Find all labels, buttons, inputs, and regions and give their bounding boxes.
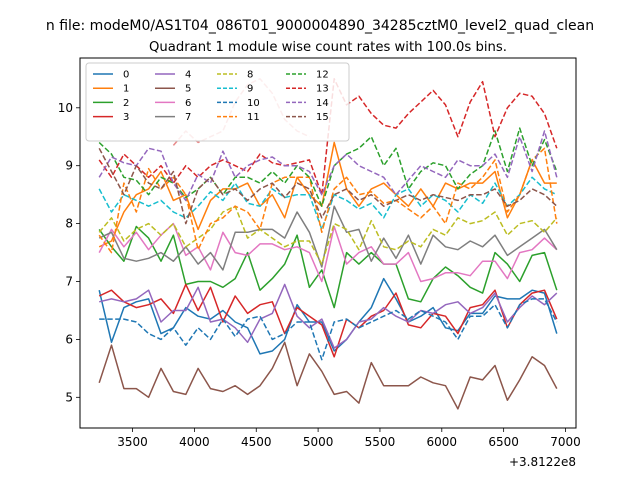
y-tick-label: 8 xyxy=(65,217,73,231)
y-tick-label: 7 xyxy=(65,275,73,289)
legend-label-15: 15 xyxy=(316,112,329,123)
x-tick-label: 6500 xyxy=(488,435,519,449)
x-offset-label: +3.8122e8 xyxy=(509,455,576,469)
legend-label-4: 4 xyxy=(185,70,191,81)
series-line-1 xyxy=(98,141,557,248)
legend-label-12: 12 xyxy=(316,70,329,81)
legend-label-5: 5 xyxy=(185,84,191,95)
x-tick-label: 7000 xyxy=(550,435,581,449)
legend-label-10: 10 xyxy=(247,98,260,109)
x-tick-label: 5500 xyxy=(365,435,396,449)
y-tick-label: 10 xyxy=(58,101,73,115)
legend-label-1: 1 xyxy=(123,84,129,95)
series-line-7 xyxy=(98,205,558,271)
legend-label-0: 0 xyxy=(123,70,129,81)
figure-suptitle: n file: modeM0/AS1T04_086T01_9000004890_… xyxy=(46,18,594,34)
series-line-2 xyxy=(98,225,558,309)
series-line-0 xyxy=(98,277,558,355)
chart-title: Quadrant 1 module wise count rates with … xyxy=(149,40,507,55)
axes-frame xyxy=(79,57,577,429)
legend-label-6: 6 xyxy=(185,98,191,109)
legend-label-9: 9 xyxy=(247,84,253,95)
series-line-14 xyxy=(98,130,558,202)
y-tick-label: 9 xyxy=(65,159,73,173)
legend-label-13: 13 xyxy=(316,84,329,95)
x-tick-label: 4000 xyxy=(179,435,210,449)
x-tick-label: 3500 xyxy=(117,435,148,449)
legend-label-3: 3 xyxy=(123,112,129,123)
series-lines xyxy=(98,78,558,410)
y-tick-label: 6 xyxy=(65,332,73,346)
x-ticks: 3500 4000 4500 5000 5500 6000 6500 7000 xyxy=(117,428,581,449)
legend-label-7: 7 xyxy=(185,112,191,123)
series-line-8 xyxy=(98,205,558,265)
x-tick-label: 4500 xyxy=(241,435,272,449)
y-ticks: 5 6 7 8 9 10 xyxy=(58,101,80,404)
y-tick-label: 5 xyxy=(65,390,73,404)
x-tick-label: 6000 xyxy=(427,435,458,449)
series-line-4 xyxy=(99,283,558,349)
series-line-15 xyxy=(98,147,558,225)
legend-label-2: 2 xyxy=(123,98,129,109)
x-tick-label: 5000 xyxy=(303,435,334,449)
legend-label-11: 11 xyxy=(247,112,260,123)
legend-label-8: 8 xyxy=(247,70,253,81)
series-line-10 xyxy=(99,298,558,361)
series-line-5 xyxy=(98,341,558,410)
legend-label-14: 14 xyxy=(316,98,329,109)
